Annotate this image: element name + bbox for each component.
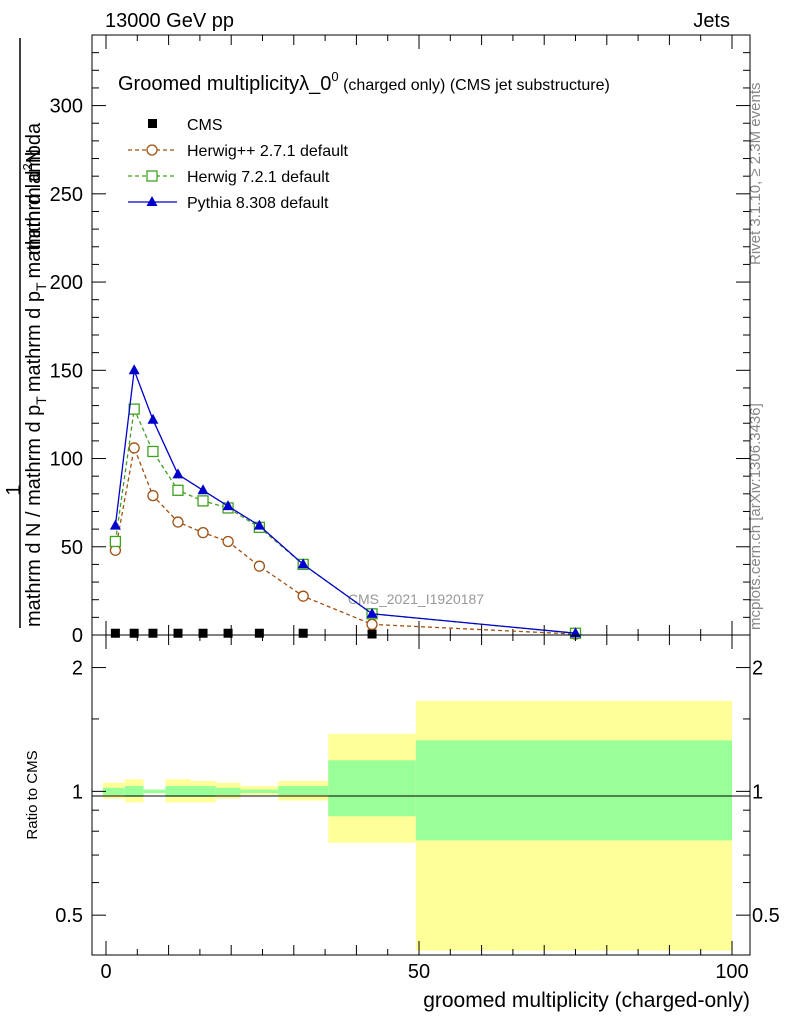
- data-point: [109, 535, 122, 548]
- header-left-label: 13000 GeV pp: [105, 10, 234, 32]
- ratio-bands: [102, 700, 732, 951]
- data-point: [128, 403, 140, 415]
- data-point: [110, 628, 120, 638]
- data-point: [297, 590, 309, 602]
- data-point: [172, 516, 184, 528]
- ratio-band-green: [215, 787, 241, 795]
- main-ytick-label: 0: [72, 625, 83, 647]
- main-ytick-label: 300: [50, 96, 83, 118]
- main-ytick-label: 150: [50, 360, 83, 382]
- ratio-ytick-label-right: 1: [752, 781, 763, 803]
- data-point: [366, 607, 378, 618]
- ratio-axis-ticks: 0.5 0.5 1 1 2 2 0 50 100: [55, 635, 780, 983]
- data-point: [147, 445, 159, 458]
- data-point: [172, 468, 184, 479]
- legend-marker-cms: [148, 119, 157, 128]
- data-point: [197, 495, 209, 507]
- legend-label-pythia: Pythia 8.308 default: [187, 195, 329, 212]
- series-1: [109, 442, 582, 640]
- rivet-version-label: Rivet 3.1.10, ≥ 2.3M events: [747, 83, 764, 266]
- header-right-label: Jets: [693, 10, 730, 32]
- ratio-ytick-label: 1: [72, 781, 83, 803]
- ratio-band-green: [240, 789, 279, 794]
- ratio-band-green: [124, 786, 144, 797]
- data-point: [147, 413, 159, 424]
- series-line: [114, 445, 576, 635]
- data-point: [128, 364, 140, 375]
- ratio-band-green: [415, 740, 732, 841]
- data-point: [198, 628, 208, 638]
- legend-marker-herwig7: [146, 170, 158, 182]
- data-point: [148, 628, 158, 638]
- legend-marker-pythia: [146, 196, 158, 206]
- data-point: [223, 628, 233, 638]
- ratio-ytick-label: 0.5: [55, 905, 83, 927]
- legend-marker-herwigpp: [146, 144, 158, 156]
- main-ytick-label: 200: [50, 272, 83, 294]
- main-ytick-label: 50: [61, 537, 83, 559]
- data-point: [367, 629, 377, 639]
- ylabel-numerator: mathrm d2N: [20, 149, 45, 255]
- legend-label-herwigpp: Herwig++ 2.7.1 default: [187, 143, 349, 160]
- data-point: [128, 442, 140, 454]
- main-ytick-label: 100: [50, 449, 83, 471]
- ratio-band-green: [143, 789, 166, 794]
- ylabel-denominator: mathrm d N / mathrm d pTmathrm d pTmathr…: [23, 122, 49, 627]
- main-axis-ticks: 0 50 100 150 200 250 300: [50, 34, 750, 647]
- main-ylabel: 1 mathrm d N / mathrm d pTmathrm d pTmat…: [3, 38, 49, 628]
- data-point: [254, 628, 264, 638]
- data-point: [222, 535, 234, 548]
- ratio-band-green: [278, 786, 329, 795]
- legend-label-herwig7: Herwig 7.2.1 default: [187, 169, 330, 186]
- ratio-ylabel: Ratio to CMS: [24, 750, 41, 839]
- series-3: [109, 364, 581, 638]
- data-point: [172, 484, 184, 496]
- data-point: [253, 519, 265, 530]
- analysis-watermark: CMS_2021_I1920187: [348, 591, 484, 607]
- ratio-band-green: [102, 787, 125, 795]
- ratio-ytick-label: 2: [72, 658, 83, 680]
- data-point: [173, 628, 183, 638]
- data-point: [197, 526, 209, 539]
- ratio-ytick-label-right: 2: [752, 658, 763, 680]
- legend: CMS Herwig++ 2.7.1 default Herwig 7.2.1 …: [128, 117, 349, 212]
- ratio-ytick-label-right: 0.5: [752, 905, 780, 927]
- ylabel-line1: 1: [3, 484, 25, 495]
- data-point: [147, 489, 159, 502]
- ratio-xtick-label: 50: [408, 961, 430, 983]
- ratio-band-green: [190, 786, 216, 797]
- ratio-plot-frame: [91, 634, 751, 956]
- data-point: [222, 500, 234, 511]
- data-point: [197, 484, 209, 495]
- series-layer: [109, 364, 582, 640]
- data-point: [253, 560, 266, 572]
- data-point: [109, 519, 121, 530]
- ratio-band-green: [328, 760, 416, 817]
- ratio-xtick-label: 100: [715, 961, 748, 983]
- series-line: [114, 406, 576, 634]
- main-plot-title: Groomed multiplicityλ_00 (charged only) …: [118, 69, 610, 95]
- legend-label-cms: CMS: [187, 117, 223, 134]
- ratio-xtick-label: 0: [100, 961, 111, 983]
- ratio-band-green: [165, 786, 191, 797]
- mcplots-label: mcplots.cern.ch [arXiv:1306.3436]: [747, 403, 764, 630]
- ratio-xlabel: groomed multiplicity (charged-only): [423, 989, 750, 1012]
- main-ytick-label: 250: [50, 184, 83, 206]
- data-point: [298, 628, 308, 638]
- series-line: [114, 370, 576, 634]
- data-point: [297, 558, 309, 569]
- series-0: [110, 628, 580, 639]
- data-point: [366, 618, 378, 631]
- data-point: [129, 628, 139, 638]
